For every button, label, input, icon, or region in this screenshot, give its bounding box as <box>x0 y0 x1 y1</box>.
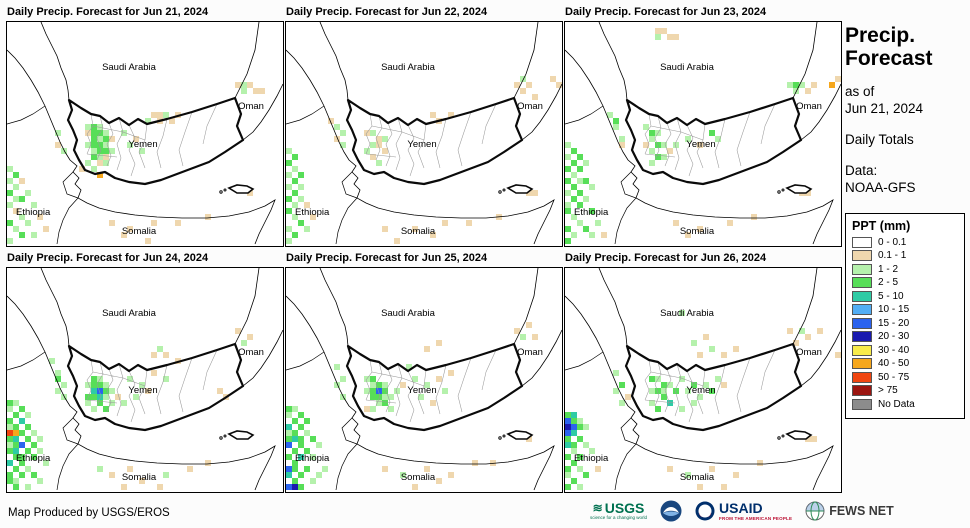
forecast-panel-grid: Daily Precip. Forecast for Jun 21, 2024 … <box>6 3 842 493</box>
info-sidebar: Precip. Forecast as of Jun 21, 2024 Dail… <box>845 24 967 420</box>
legend-label: 2 - 5 <box>878 277 899 289</box>
legend-row: 20 - 30 <box>852 331 958 343</box>
legend-row: 30 - 40 <box>852 344 958 356</box>
precip-cells-layer <box>7 328 253 490</box>
legend-swatch <box>852 304 872 316</box>
panel-title: Daily Precip. Forecast for Jun 25, 2024 <box>286 252 488 264</box>
legend-row: 2 - 5 <box>852 277 958 289</box>
panel-title: Daily Precip. Forecast for Jun 24, 2024 <box>7 252 209 264</box>
usaid-seal-icon <box>695 501 715 521</box>
usaid-logo: USAID FROM THE AMERICAN PEOPLE <box>695 501 792 521</box>
precip-map <box>565 22 841 246</box>
legend-row: 0 - 0.1 <box>852 236 958 248</box>
forecast-panel-jun21: Daily Precip. Forecast for Jun 21, 2024 <box>6 3 284 247</box>
usaid-tagline: FROM THE AMERICAN PEOPLE <box>719 516 793 521</box>
legend-label: 0.1 - 1 <box>878 250 907 262</box>
legend-swatch <box>852 317 872 329</box>
legend-label: 40 - 50 <box>878 358 910 370</box>
legend-row: 15 - 20 <box>852 317 958 329</box>
legend-swatch <box>852 290 872 302</box>
totals-label: Daily Totals <box>845 131 914 147</box>
precip-map <box>286 22 562 246</box>
legend-row: 10 - 15 <box>852 304 958 316</box>
legend-label: No Data <box>878 398 915 410</box>
map-frame <box>6 21 284 247</box>
legend-label: 30 - 40 <box>878 344 910 356</box>
fewsnet-logo: FEWS NET <box>805 501 894 521</box>
map-credit: Map Produced by USGS/EROS <box>8 507 170 519</box>
map-frame <box>564 21 842 247</box>
fewsnet-logo-text: FEWS NET <box>829 504 894 518</box>
legend-label: 10 - 15 <box>878 304 910 316</box>
data-source-block: Data: NOAA-GFS <box>845 163 967 197</box>
legend-title: PPT (mm) <box>852 218 911 233</box>
usgs-wave-icon: ≋ <box>592 501 603 516</box>
legend-swatch <box>852 358 872 370</box>
forecast-panel-jun23: Daily Precip. Forecast for Jun 23, 2024 <box>564 3 842 247</box>
panel-title: Daily Precip. Forecast for Jun 21, 2024 <box>7 6 209 18</box>
legend-swatch <box>852 250 872 262</box>
page-title: Precip. Forecast <box>845 24 967 70</box>
legend-row: 5 - 10 <box>852 290 958 302</box>
fews-globe-icon <box>805 501 825 521</box>
legend-label: 50 - 75 <box>878 371 910 383</box>
legend-row: 40 - 50 <box>852 358 958 370</box>
page-title-line2: Forecast <box>845 47 933 71</box>
totals-block: Daily Totals <box>845 132 967 149</box>
precip-map <box>7 22 283 246</box>
legend-label: 1 - 2 <box>878 263 899 275</box>
panel-title: Daily Precip. Forecast for Jun 23, 2024 <box>565 6 767 18</box>
noaa-logo-icon <box>660 500 682 522</box>
map-frame <box>285 21 563 247</box>
asof-date: Jun 21, 2024 <box>845 101 924 117</box>
legend-swatch <box>852 398 872 410</box>
precip-map <box>286 268 562 492</box>
forecast-panel-jun24: Daily Precip. Forecast for Jun 24, 2024 <box>6 249 284 493</box>
legend-swatch <box>852 344 872 356</box>
legend-label: > 75 <box>878 385 898 397</box>
legend-swatch <box>852 331 872 343</box>
precip-map <box>565 268 841 492</box>
page-title-line1: Precip. <box>845 24 916 47</box>
legend-label: 0 - 0.1 <box>878 236 907 248</box>
legend-swatch <box>852 277 872 289</box>
asof-block: as of Jun 21, 2024 <box>845 84 967 118</box>
legend-row: 50 - 75 <box>852 371 958 383</box>
legend-label: 20 - 30 <box>878 331 910 343</box>
legend-swatch <box>852 385 872 397</box>
legend-row: > 75 <box>852 385 958 397</box>
legend-label: 15 - 20 <box>878 317 910 329</box>
panel-title: Daily Precip. Forecast for Jun 22, 2024 <box>286 6 488 18</box>
legend-swatch <box>852 371 872 383</box>
forecast-panel-jun25: Daily Precip. Forecast for Jun 25, 2024 <box>285 249 563 493</box>
usgs-logo: ≋ USGS science for a changing world <box>590 501 647 521</box>
usaid-logo-text: USAID <box>719 500 763 516</box>
map-frame <box>564 267 842 493</box>
data-label: Data: <box>845 162 878 178</box>
usgs-logo-text: USGS <box>604 500 645 517</box>
map-frame <box>6 267 284 493</box>
usgs-tagline: science for a changing world <box>590 515 648 521</box>
map-frame <box>285 267 563 493</box>
legend-row: 1 - 2 <box>852 263 958 275</box>
precip-map <box>7 268 283 492</box>
precip-cells-layer <box>7 82 265 244</box>
forecast-panel-jun22: Daily Precip. Forecast for Jun 22, 2024 <box>285 3 563 247</box>
panel-title: Daily Precip. Forecast for Jun 26, 2024 <box>565 252 767 264</box>
legend-swatch <box>852 263 872 275</box>
asof-label: as of <box>845 84 875 100</box>
legend-row: 0.1 - 1 <box>852 250 958 262</box>
legend-row: No Data <box>852 398 958 410</box>
data-source: NOAA-GFS <box>845 179 916 195</box>
legend-label: 5 - 10 <box>878 290 904 302</box>
legend-swatch <box>852 236 872 248</box>
footer-logos: ≋ USGS science for a changing world USAI… <box>590 498 894 524</box>
forecast-panel-jun26: Daily Precip. Forecast for Jun 26, 2024 <box>564 249 842 493</box>
